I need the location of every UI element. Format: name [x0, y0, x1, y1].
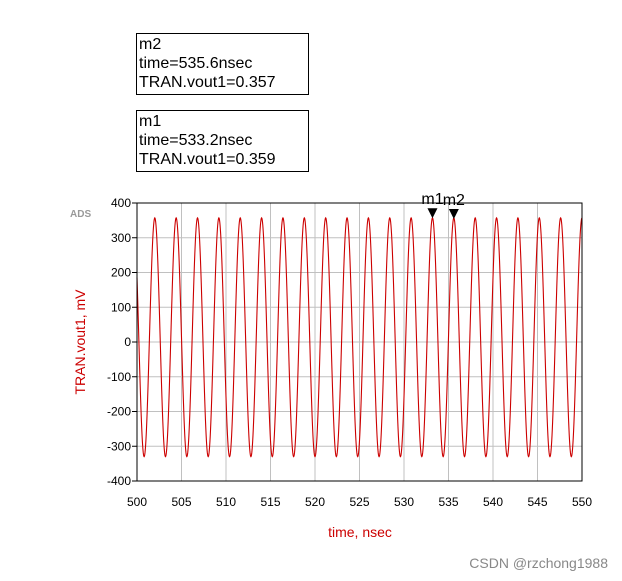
series-line: [136, 216, 583, 458]
y-tick-label: 300: [111, 231, 131, 245]
x-tick-label: 525: [349, 495, 369, 509]
marker-name: m1: [139, 113, 162, 130]
y-axis-label: TRAN.vout1, mV: [72, 289, 88, 395]
x-tick-label: 500: [127, 495, 147, 509]
marker-time: time=535.6nsec: [139, 55, 253, 72]
x-axis-label: time, nsec: [328, 524, 392, 540]
ads-corner-label: ADS: [70, 209, 91, 220]
marker-label: m2: [443, 192, 465, 209]
series-layer: [136, 216, 583, 458]
y-tick-label: 200: [111, 266, 131, 280]
x-tick-label: 510: [216, 495, 236, 509]
x-tick-label: 520: [305, 495, 325, 509]
tick-labels: 500 505 510 515 520 525 530 535 540 545 550 -400 -30…: [107, 196, 592, 509]
y-tick-label: -100: [107, 370, 131, 384]
y-tick-label: -300: [107, 439, 131, 453]
marker-value: TRAN.vout1=0.359: [139, 151, 276, 168]
x-tick-label: 515: [260, 495, 280, 509]
x-tick-label: 545: [527, 495, 547, 509]
x-tick-label: 540: [483, 495, 503, 509]
x-tick-label: 535: [438, 495, 458, 509]
x-tick-label: 550: [572, 495, 592, 509]
y-tick-label: 100: [111, 300, 131, 314]
marker-triangle-icon[interactable]: [427, 208, 438, 219]
x-tick-label: 505: [171, 495, 191, 509]
y-tick-label: -200: [107, 405, 131, 419]
watermark: CSDN @rzchong1988: [469, 555, 608, 571]
x-tick-label: 530: [394, 495, 414, 509]
marker-value: TRAN.vout1=0.357: [139, 74, 276, 91]
marker-triangle-icon[interactable]: [448, 208, 459, 219]
marker-readout-m1: m1 time=533.2nsec TRAN.vout1=0.359: [136, 110, 309, 172]
marker-label: m1: [421, 191, 443, 208]
y-tick-label: 0: [124, 335, 131, 349]
y-tick-label: 400: [111, 196, 131, 210]
marker-time: time=533.2nsec: [139, 132, 253, 149]
marker-readout-m2: m2 time=535.6nsec TRAN.vout1=0.357: [136, 33, 309, 95]
y-tick-label: -400: [107, 474, 131, 488]
marker-name: m2: [139, 36, 162, 53]
